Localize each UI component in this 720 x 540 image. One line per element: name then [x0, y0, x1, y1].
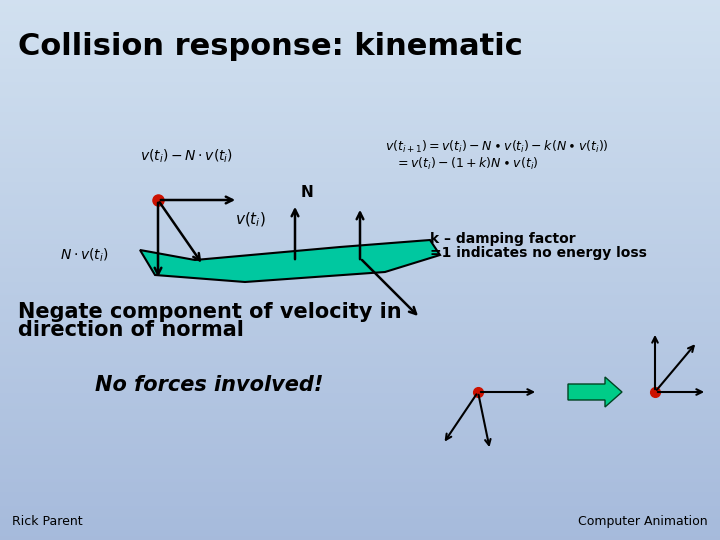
Text: Collision response: kinematic: Collision response: kinematic	[18, 32, 523, 61]
Text: Computer Animation: Computer Animation	[578, 515, 708, 528]
Text: $v(t_i) - N \cdot v(t_i)$: $v(t_i) - N \cdot v(t_i)$	[140, 147, 233, 165]
Polygon shape	[140, 240, 440, 282]
Text: k – damping factor: k – damping factor	[430, 232, 575, 246]
Text: Rick Parent: Rick Parent	[12, 515, 83, 528]
Text: =1 indicates no energy loss: =1 indicates no energy loss	[430, 246, 647, 260]
Text: No forces involved!: No forces involved!	[95, 375, 323, 395]
Text: $= v(t_i) - (1+k)N \bullet v(t_i)$: $= v(t_i) - (1+k)N \bullet v(t_i)$	[395, 156, 539, 172]
Polygon shape	[568, 377, 622, 407]
Text: N: N	[301, 185, 314, 200]
Text: $v(t_{i+1}) = v(t_i) - N \bullet v(t_i) - k(N \bullet v(t_i))$: $v(t_{i+1}) = v(t_i) - N \bullet v(t_i) …	[385, 139, 608, 155]
Text: Negate component of velocity in: Negate component of velocity in	[18, 302, 402, 322]
Text: $v(t_i)$: $v(t_i)$	[235, 211, 266, 229]
Text: direction of normal: direction of normal	[18, 320, 244, 340]
Text: $N \cdot v(t_i)$: $N \cdot v(t_i)$	[60, 246, 109, 264]
